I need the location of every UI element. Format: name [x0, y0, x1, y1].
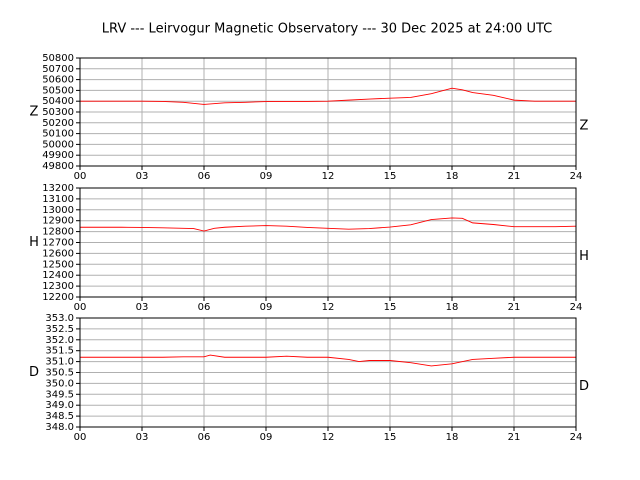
x-tick-label: 15	[384, 302, 397, 313]
y-tick-label: 50800	[42, 53, 74, 64]
y-tick-label: 12200	[42, 292, 74, 303]
y-tick-label: 352.5	[45, 324, 74, 335]
y-axis-label: D	[29, 365, 39, 380]
y-tick-label: 13200	[42, 183, 74, 194]
y-tick-label: 50600	[42, 75, 74, 86]
y-tick-label: 50000	[42, 139, 74, 150]
y-tick-label: 351.0	[45, 357, 74, 368]
x-tick-label: 15	[384, 171, 397, 182]
x-tick-label: 12	[322, 171, 335, 182]
y-tick-label: 349.5	[45, 389, 74, 400]
x-tick-label: 24	[570, 171, 583, 182]
y-tick-label: 49800	[42, 161, 74, 172]
y-tick-label: 50200	[42, 118, 74, 129]
data-line	[80, 217, 577, 232]
x-tick-label: 06	[198, 302, 211, 313]
data-line	[80, 87, 576, 105]
x-tick-label: 24	[570, 302, 583, 313]
y-tick-label: 13100	[42, 194, 74, 205]
y-tick-label: 50400	[42, 96, 74, 107]
x-tick-label: 18	[446, 432, 459, 443]
x-tick-label: 09	[260, 432, 273, 443]
data-line	[80, 354, 576, 367]
y-tick-label: 49900	[42, 150, 74, 161]
y-tick-label: 350.0	[45, 378, 74, 389]
y-tick-label: 12400	[42, 270, 74, 281]
x-tick-label: 09	[260, 171, 273, 182]
y-tick-label: 50100	[42, 129, 74, 140]
x-tick-label: 00	[74, 302, 87, 313]
x-tick-label: 00	[74, 432, 87, 443]
y-tick-label: 50300	[42, 107, 74, 118]
x-tick-label: 06	[198, 171, 211, 182]
y-tick-label: 352.0	[45, 335, 74, 346]
y-tick-label: 12700	[42, 238, 74, 249]
y-tick-label: 350.5	[45, 368, 74, 379]
x-tick-label: 03	[136, 302, 149, 313]
y-axis-label: Z	[30, 105, 39, 120]
chart-title: LRV --- Leirvogur Magnetic Observatory -…	[102, 22, 552, 37]
y-tick-label: 50700	[42, 64, 74, 75]
y-tick-label: 12900	[42, 216, 74, 227]
x-tick-label: 15	[384, 432, 397, 443]
right-axis-label: D	[579, 379, 589, 394]
y-tick-label: 12500	[42, 259, 74, 270]
y-tick-label: 13000	[42, 205, 74, 216]
y-tick-label: 50500	[42, 85, 74, 96]
plot-frame	[79, 187, 577, 298]
x-tick-label: 24	[570, 432, 583, 443]
x-tick-label: 21	[508, 432, 521, 443]
y-tick-label: 353.0	[45, 313, 74, 324]
right-axis-label: Z	[580, 119, 589, 134]
y-axis-label: H	[29, 235, 39, 250]
x-tick-label: 03	[136, 171, 149, 182]
y-tick-label: 351.5	[45, 346, 74, 357]
right-axis-label: H	[579, 249, 589, 264]
x-tick-label: 21	[508, 302, 521, 313]
x-tick-label: 12	[322, 302, 335, 313]
x-tick-label: 21	[508, 171, 521, 182]
y-tick-label: 348.5	[45, 411, 74, 422]
x-tick-label: 18	[446, 171, 459, 182]
y-tick-label: 12800	[42, 227, 74, 238]
x-tick-label: 18	[446, 302, 459, 313]
y-tick-label: 12600	[42, 248, 74, 259]
x-tick-label: 12	[322, 432, 335, 443]
x-tick-label: 03	[136, 432, 149, 443]
plot-frame	[79, 57, 577, 167]
y-tick-label: 12300	[42, 281, 74, 292]
y-tick-label: 349.0	[45, 400, 74, 411]
x-tick-label: 00	[74, 171, 87, 182]
y-tick-label: 348.0	[45, 422, 74, 433]
x-tick-label: 06	[198, 432, 211, 443]
plot-frame	[79, 317, 577, 428]
x-tick-label: 09	[260, 302, 273, 313]
